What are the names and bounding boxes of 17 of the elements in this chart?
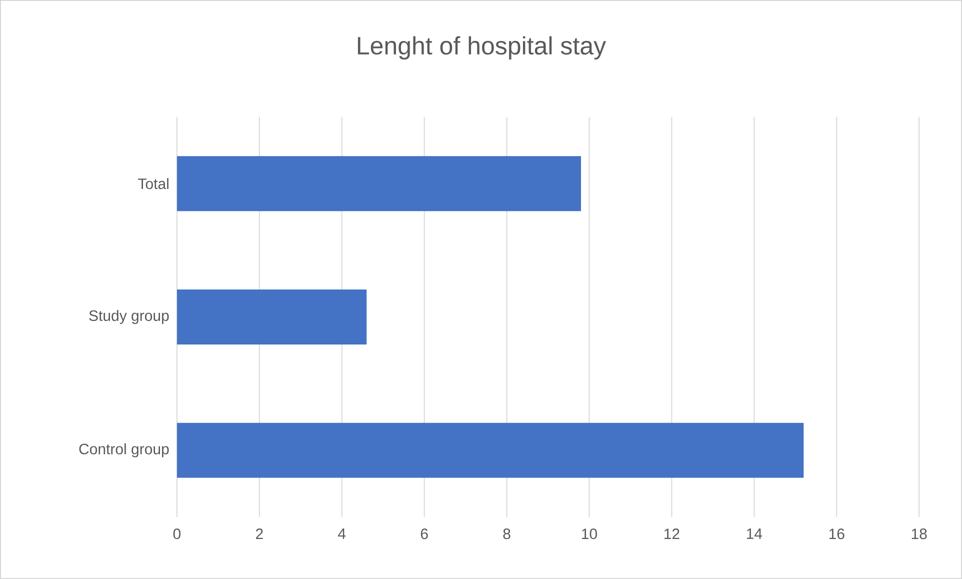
x-tick-label: 14 — [746, 528, 762, 539]
x-tick-label: 2 — [256, 528, 263, 540]
chart-title: Lenght of hospital stay — [358, 36, 606, 60]
bar — [176, 290, 367, 345]
x-tick-label: 4 — [338, 528, 346, 539]
y-tick-label: Study group — [89, 310, 169, 324]
x-tick-label: 6 — [420, 528, 428, 540]
bar — [176, 156, 581, 212]
x-tick-label: 12 — [664, 528, 680, 540]
x-tick-label: 18 — [912, 528, 927, 540]
x-tick-label: 0 — [173, 528, 181, 540]
x-tick-label: 16 — [829, 528, 844, 540]
x-tick-label: 10 — [582, 528, 597, 540]
bar — [176, 422, 804, 478]
y-tick-label: Total — [138, 178, 168, 190]
x-tick-label: 8 — [503, 528, 510, 540]
y-tick-label: Control group — [79, 443, 169, 458]
